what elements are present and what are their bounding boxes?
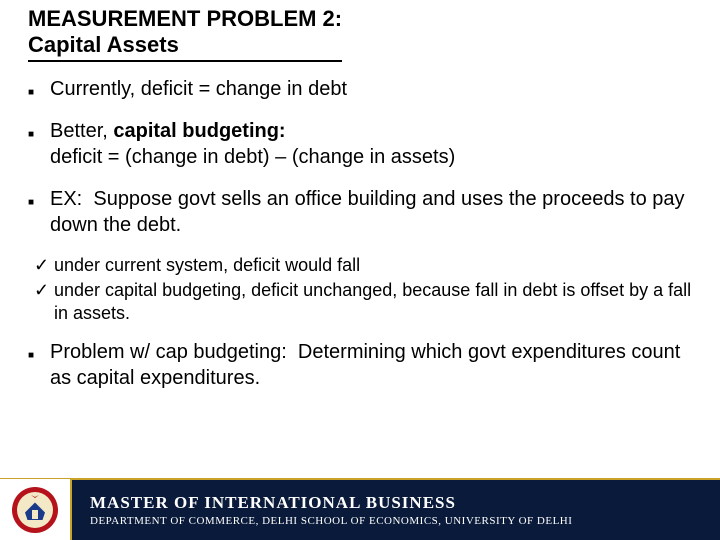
title-line-2: Capital Assets [28, 32, 342, 58]
bullet-list: Currently, deficit = change in debt Bett… [28, 76, 692, 238]
footer-title: MASTER OF INTERNATIONAL BUSINESS [90, 493, 720, 513]
check-list: under current system, deficit would fall… [28, 254, 692, 325]
slide-title: MEASUREMENT PROBLEM 2: Capital Assets [28, 6, 342, 62]
bullet-item: Better, capital budgeting:deficit = (cha… [28, 118, 692, 170]
bullet-item: EX: Suppose govt sells an office buildin… [28, 186, 692, 238]
bullet-list-2: Problem w/ cap budgeting: Determining wh… [28, 339, 692, 391]
content-area: MEASUREMENT PROBLEM 2: Capital Assets Cu… [0, 0, 720, 478]
university-crest [0, 479, 72, 540]
footer-text: MASTER OF INTERNATIONAL BUSINESS DEPARTM… [72, 493, 720, 527]
bullet-item: Currently, deficit = change in debt [28, 76, 692, 102]
footer-subtitle: DEPARTMENT OF COMMERCE, DELHI SCHOOL OF … [90, 515, 720, 527]
footer-bar: MASTER OF INTERNATIONAL BUSINESS DEPARTM… [0, 478, 720, 540]
check-item: under current system, deficit would fall [28, 254, 692, 277]
bullet-item: Problem w/ cap budgeting: Determining wh… [28, 339, 692, 391]
check-item: under capital budgeting, deficit unchang… [28, 279, 692, 325]
crest-icon [10, 485, 60, 535]
slide: MEASUREMENT PROBLEM 2: Capital Assets Cu… [0, 0, 720, 540]
title-line-1: MEASUREMENT PROBLEM 2: [28, 6, 342, 32]
